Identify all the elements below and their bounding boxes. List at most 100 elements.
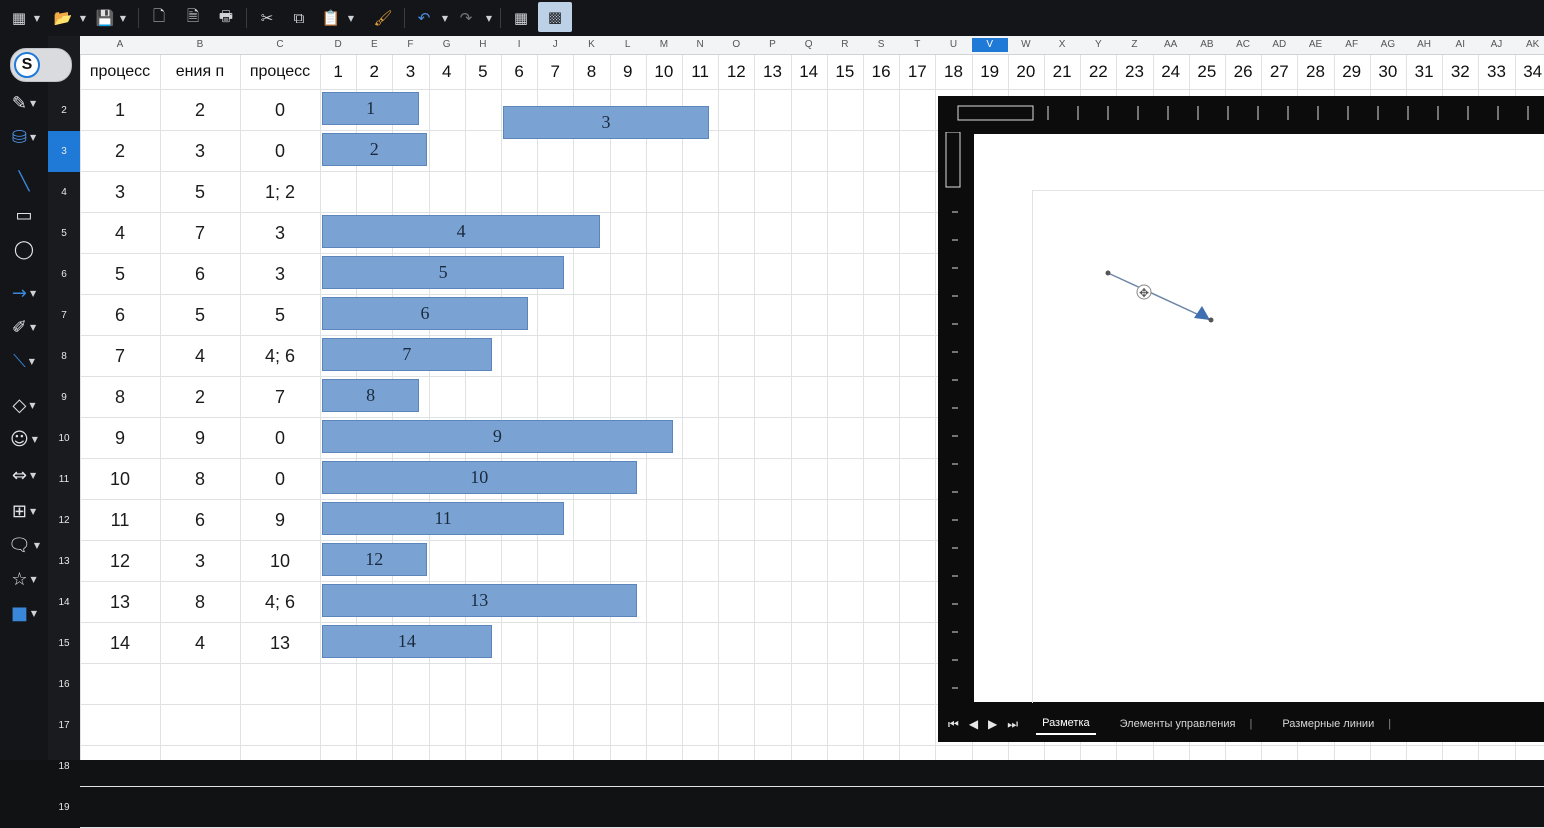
timeline-header-cell[interactable]: 11 [691,62,709,81]
gantt-bar[interactable]: 5 [322,256,565,289]
column-header-y[interactable]: Y [1094,39,1102,50]
new-dropdown-icon[interactable]: ▼ [33,13,41,23]
timeline-header-cell[interactable]: 21 [1052,62,1072,81]
table-cell-a[interactable]: 11 [110,510,130,530]
column-header-q[interactable]: Q [804,39,813,50]
timeline-header-cell[interactable]: 29 [1342,62,1362,81]
table-cell-a[interactable]: 10 [109,469,131,489]
gantt-bar[interactable]: 12 [322,543,427,576]
row-header-4[interactable]: 4 [61,187,67,198]
column-header-c[interactable]: C [276,39,284,50]
gantt-bar[interactable]: 4 [322,215,601,248]
clone-format-icon[interactable]: 🖌 [373,9,393,27]
print-icon[interactable]: 🖶 [218,6,234,25]
timeline-header-cell[interactable]: 23 [1125,62,1144,81]
column-header-e[interactable]: E [370,39,378,50]
column-header-v[interactable]: V [971,38,1008,52]
timeline-header-cell[interactable]: 14 [799,62,819,81]
column-header-ab[interactable]: AB [1200,39,1214,50]
paste-dropdown-icon[interactable]: ▼ [347,13,355,23]
table-cell-b[interactable]: 8 [194,592,205,612]
callout-icon[interactable]: 🗨 ▼ [7,534,40,556]
table-cell-c[interactable]: 3 [274,223,285,243]
gantt-bar[interactable]: 2 [322,133,427,166]
timeline-header-cell[interactable]: 27 [1269,62,1289,81]
column-header-z[interactable]: Z [1131,39,1138,50]
last-tab-nav-icon[interactable]: ⏭ [1007,716,1019,731]
table-cell-b[interactable]: 3 [194,551,205,571]
column-header-h[interactable]: H [479,39,487,50]
new-sheet-icon[interactable]: ▦ [11,9,27,27]
table-cell-a[interactable]: 8 [114,387,125,407]
timeline-header-cell[interactable]: 12 [726,62,746,81]
timeline-header-cell[interactable]: 1 [333,62,343,81]
next-tab-nav-icon[interactable]: ▶ [988,717,998,731]
save-dropdown-icon[interactable]: ▼ [119,13,127,23]
timeline-header-cell[interactable]: 19 [980,62,1000,81]
table-cell-c[interactable]: 4; 6 [264,592,296,612]
timeline-header-cell[interactable]: 20 [1016,62,1036,81]
timeline-header-cell[interactable]: 5 [478,62,488,81]
line-icon[interactable]: ╲ [18,170,30,192]
timeline-header-cell[interactable]: 22 [1088,62,1108,81]
column-header-ak[interactable]: AK [1526,39,1540,50]
curve-icon[interactable]: ✐ ▼ [11,316,37,338]
row-header-3[interactable]: 3 [48,131,80,172]
cut-icon[interactable]: ✂ [260,9,274,27]
table-cell-b[interactable]: 3 [194,141,205,161]
table-cell-a[interactable]: 3 [114,182,125,202]
table-cell-a[interactable]: 9 [114,428,125,448]
header-cell-a[interactable]: процесс [89,63,151,80]
table-cell-a[interactable]: 12 [109,551,131,571]
row-header-8[interactable]: 8 [61,351,67,362]
timeline-header-cell[interactable]: 34 [1523,62,1543,81]
connector-icon[interactable]: ⟍ ▼ [13,350,35,372]
timeline-header-cell[interactable]: 16 [871,62,891,81]
table-cell-c[interactable]: 3 [274,264,285,284]
column-header-o[interactable]: O [732,39,741,50]
row-header-6[interactable]: 6 [61,269,67,280]
timeline-header-cell[interactable]: 24 [1161,62,1181,81]
timeline-header-cell[interactable]: 28 [1306,62,1325,81]
gantt-bar[interactable]: 7 [322,338,492,371]
timeline-header-cell[interactable]: 9 [622,62,633,81]
table-cell-b[interactable]: 7 [194,223,205,243]
column-header-af[interactable]: AF [1345,39,1359,50]
column-header-ai[interactable]: AI [1455,39,1465,50]
table-cell-a[interactable]: 14 [109,633,131,653]
row-header-17[interactable]: 17 [58,720,70,731]
timeline-header-cell[interactable]: 17 [907,62,927,81]
header-cell-b[interactable]: ения п [175,63,225,80]
redo-dropdown-icon[interactable]: ▼ [485,13,493,23]
column-header-s[interactable]: S [877,39,885,50]
timeline-header-cell[interactable]: 18 [944,62,963,81]
table-cell-c[interactable]: 0 [274,100,285,120]
export-direct-icon[interactable]: 🗎 [186,6,200,25]
gantt-bar[interactable]: 13 [322,584,637,617]
timeline-header-cell[interactable]: 13 [763,62,782,81]
column-header-p[interactable]: P [769,39,776,50]
double-arrow-icon[interactable]: ⇔ ▼ [11,464,37,486]
table-cell-b[interactable]: 8 [194,469,205,489]
pen-color-icon[interactable]: ✎ ▼ [11,92,37,114]
arrow-shape[interactable]: ✥ [974,134,1544,702]
star-icon[interactable]: ☆ ▼ [11,568,37,590]
row-header-16[interactable]: 16 [58,679,70,690]
column-header-a[interactable]: A [116,39,124,50]
column-header-n[interactable]: N [696,39,704,50]
column-header-f[interactable]: F [407,39,414,50]
redo-icon[interactable]: ↷ [459,9,473,27]
open-icon[interactable]: 📂 [53,9,73,27]
table-cell-b[interactable]: 2 [194,387,205,407]
column-header-u[interactable]: U [949,39,958,50]
grid-icon[interactable]: ▦ [513,9,529,27]
gantt-bar[interactable]: 10 [322,461,637,494]
row-header-12[interactable]: 12 [58,515,70,526]
open-dropdown-icon[interactable]: ▼ [79,13,87,23]
table-cell-a[interactable]: 13 [109,592,131,612]
column-header-ae[interactable]: AE [1308,39,1323,50]
timeline-header-cell[interactable]: 10 [654,62,674,81]
table-cell-b[interactable]: 5 [194,182,205,202]
table-cell-b[interactable]: 5 [194,305,205,325]
table-cell-a[interactable]: 7 [114,346,125,366]
